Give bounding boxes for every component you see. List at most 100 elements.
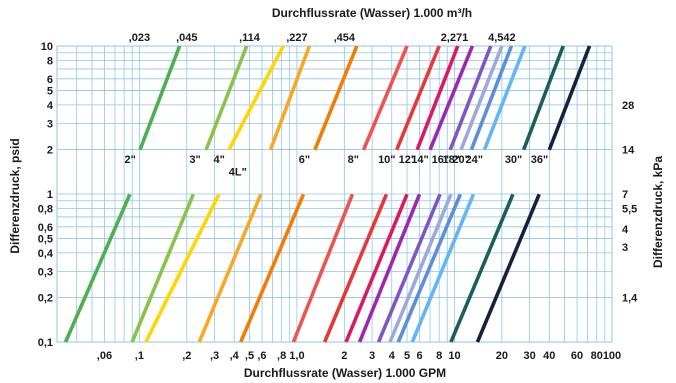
x-top-tick-label: 4,542 [488, 32, 516, 44]
y-tick-label: 4 [47, 100, 54, 112]
pipe-size-label: 4L" [229, 167, 247, 179]
x-tick-label: ,5 [245, 350, 254, 362]
pipe-size-labels: 2" 3" 4" 4L" 6" 8" 10" 12"14" 16"18"20"24" 30" 36" [125, 154, 549, 179]
series-line-4-lower [144, 193, 221, 343]
x-tick-label: 5 [404, 350, 410, 362]
y-tick-label: 10 [41, 41, 53, 53]
series-line-8-upper [361, 45, 409, 151]
tick-labels: ,06,1,2,3,4,5,6,8 1,0 2 3 4 5 6 8 10 20 30 40 60 80 10… [38, 32, 638, 362]
pipe-size-label: 4" [213, 154, 224, 166]
x-top-tick-label: ,227 [286, 32, 307, 44]
series-line-30-lower [449, 193, 515, 343]
series-line-18-upper [459, 45, 504, 151]
y-tick-label: 0,4 [38, 248, 54, 260]
pipe-size-label: 6" [299, 154, 310, 166]
y-tick-label: 2 [47, 144, 53, 156]
y-right-tick-label: 1,4 [622, 292, 638, 304]
series-line-16-lower [376, 193, 442, 343]
x-tick-label: 40 [543, 350, 555, 362]
x-tick-label: 1,0 [289, 350, 304, 362]
x-tick-label: 80 [591, 350, 603, 362]
y-right-tick-label: 5,5 [622, 203, 637, 215]
series-line-14-upper [428, 45, 475, 151]
plot-frame [56, 45, 613, 343]
series-line-30-upper [521, 45, 565, 151]
series-line-10-upper [395, 45, 441, 151]
y-tick-label: 0,6 [38, 222, 53, 234]
series-line-3-lower [130, 193, 195, 343]
x-tick-label: 60 [571, 350, 583, 362]
x-tick-label: ,1 [135, 350, 144, 362]
pipe-size-label: 30" [505, 154, 522, 166]
series-line-2-lower [63, 193, 132, 343]
y-tick-label: 8 [47, 55, 53, 67]
y-tick-label: 3 [47, 118, 53, 130]
pipe-size-label: 24" [465, 154, 482, 166]
series-line-20-lower [396, 193, 463, 343]
x-top-tick-label: ,045 [176, 32, 197, 44]
x-tick-label: 8 [436, 350, 442, 362]
series-line-8-lower [291, 193, 355, 343]
series-line-14-lower [357, 193, 422, 343]
x-tick-label: 10 [448, 350, 460, 362]
x-tick-label: ,2 [182, 350, 191, 362]
series-line-4-upper [227, 45, 285, 151]
series-line-12-lower [344, 193, 409, 343]
grid [56, 45, 613, 343]
series-line-20-upper [469, 45, 514, 151]
x-tick-label: ,8 [277, 350, 286, 362]
x-top-tick-label: 2,271 [441, 32, 469, 44]
x-tick-label: 100 [603, 350, 621, 362]
y-tick-label: 1 [47, 189, 53, 201]
series-line-36-upper [547, 45, 592, 151]
pipe-size-label: 16" [432, 154, 449, 166]
x-tick-label: 20 [496, 350, 508, 362]
x-tick-label: ,4 [230, 350, 240, 362]
pipe-size-label: 8" [348, 154, 359, 166]
y-tick-label: 0,2 [38, 292, 53, 304]
series-line-12-upper [415, 45, 460, 151]
series-lines [63, 45, 592, 343]
series-line-6-lower [239, 193, 306, 343]
series-line-36-lower [475, 193, 541, 343]
y-tick-label: 0,3 [38, 266, 53, 278]
x-tick-label: ,6 [257, 350, 266, 362]
series-line-18-lower [388, 193, 453, 343]
pipe-size-label: 3" [189, 154, 200, 166]
x-tick-label: 6 [416, 350, 422, 362]
y-right-tick-label: 4 [622, 224, 629, 236]
y-tick-label: 6 [47, 74, 53, 86]
chart-title: Durchflussrate (Wasser) 1.000 m³/h [272, 6, 472, 20]
x-tick-label: ,3 [210, 350, 219, 362]
y-tick-label: 5 [47, 86, 53, 98]
series-line-3-upper [204, 45, 249, 151]
y-tick-label: 0,5 [38, 234, 53, 246]
x-tick-label: 30 [523, 350, 535, 362]
y-right-tick-label: 14 [622, 144, 635, 156]
x-tick-label: 3 [369, 350, 375, 362]
y-right-tick-label: 3 [622, 242, 628, 254]
series-line-4l-upper [268, 45, 312, 151]
x-tick-label: ,06 [97, 350, 112, 362]
series-line-16-upper [448, 45, 493, 151]
pipe-size-label: 14" [411, 154, 428, 166]
series-line-6-upper [313, 45, 359, 151]
x-top-tick-label: ,114 [239, 32, 261, 44]
series-line-2-upper [138, 45, 182, 151]
pipe-size-label: 10" [378, 154, 395, 166]
series-line-24-lower [410, 193, 476, 343]
x-top-tick-label: ,023 [129, 32, 150, 44]
x-tick-label: 4 [389, 350, 396, 362]
y-axis-title: Differenzdruck, psid [8, 138, 22, 253]
x-axis-title: Durchflussrate (Wasser) 1.000 GPM [244, 366, 446, 380]
x-tick-label: 2 [341, 350, 347, 362]
y-tick-label: 0,8 [38, 203, 53, 215]
y-right-tick-label: 28 [622, 100, 634, 112]
y-tick-label: 0,1 [38, 337, 53, 349]
series-line-24-upper [482, 45, 527, 151]
pipe-size-label: 2" [125, 154, 136, 166]
x-top-tick-label: ,454 [334, 32, 356, 44]
pipe-size-label: 12" [399, 154, 416, 166]
y-axis-right-title: Differenzdruck, kPa [651, 156, 665, 268]
